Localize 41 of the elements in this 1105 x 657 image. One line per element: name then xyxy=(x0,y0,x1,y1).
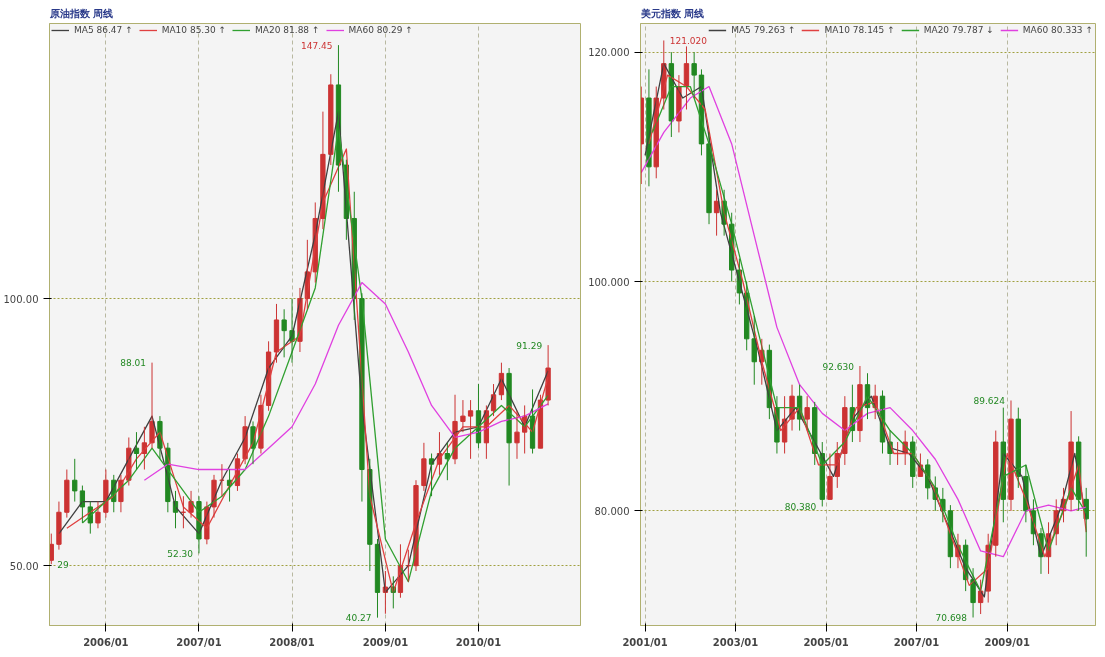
candlestick xyxy=(64,469,70,519)
y-tick-label: 100.00 xyxy=(3,293,39,305)
x-tick-label: 2006/01 xyxy=(83,636,129,648)
legend-label: MA5 86.47 ↑ xyxy=(74,25,133,35)
annotation: 70.698 xyxy=(935,613,968,623)
x-tick-label: 2009/01 xyxy=(984,636,1030,648)
y-tick-label: 50.00 xyxy=(9,560,39,572)
legend-label: MA60 80.333 ↑ xyxy=(1022,25,1093,35)
x-tick-label: 2003/01 xyxy=(712,636,759,648)
annotation: 29 xyxy=(57,559,70,570)
x-tick-label: 2010/01 xyxy=(455,636,502,648)
x-tick-label: 2008/01 xyxy=(269,636,315,648)
annotation: 88.01 xyxy=(120,358,147,369)
annotation: 121.020 xyxy=(669,35,708,46)
annotation: 80.380 xyxy=(784,501,817,512)
legend-label: MA10 85.30 ↑ xyxy=(161,25,227,35)
y-tick-label: 120.000 xyxy=(588,47,630,59)
legend-label: MA10 78.145 ↑ xyxy=(824,25,895,35)
annotation: 147.45 xyxy=(300,40,333,51)
legend-label: MA60 80.29 ↑ xyxy=(348,25,413,35)
annotation: 52.30 xyxy=(167,548,194,559)
legend-label: MA20 79.787 ↓ xyxy=(923,25,994,35)
annotation: 89.624 xyxy=(973,395,1006,406)
annotation: 40.27 xyxy=(345,613,372,624)
x-tick-label: 2009/01 xyxy=(362,636,409,648)
chart-title: 美元指数 周线 xyxy=(639,7,704,19)
x-tick-label: 2007/01 xyxy=(893,636,940,648)
y-tick-label: 80.000 xyxy=(594,505,630,517)
x-tick-label: 2005/01 xyxy=(803,636,849,648)
annotation: 91.29 xyxy=(516,340,543,351)
annotation: 92.630 xyxy=(822,361,855,372)
candlestick xyxy=(72,458,78,503)
line-series xyxy=(143,281,549,481)
legend-label: MA20 81.88 ↑ xyxy=(255,25,320,35)
candlestick xyxy=(691,51,697,99)
chart-title: 原油指数 周线 xyxy=(48,7,113,19)
candlestick xyxy=(804,395,810,432)
x-tick-label: 2007/01 xyxy=(176,636,222,648)
x-tick-label: 2001/01 xyxy=(622,636,668,648)
legend-label: MA5 79.263 ↑ xyxy=(731,25,796,35)
y-tick-label: 100.000 xyxy=(588,276,630,288)
